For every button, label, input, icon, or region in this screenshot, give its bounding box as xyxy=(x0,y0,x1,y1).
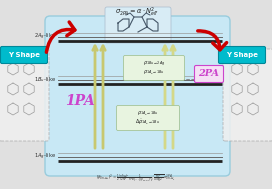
Text: $\rho_{1A_g\rightarrow 1Bu}$: $\rho_{1A_g\rightarrow 1Bu}$ xyxy=(143,69,165,77)
FancyArrowPatch shape xyxy=(47,22,75,52)
FancyBboxPatch shape xyxy=(218,46,265,64)
FancyArrowPatch shape xyxy=(198,31,227,50)
Text: $\rho_{1Bu\rightarrow 2Ag}$: $\rho_{1Bu\rightarrow 2Ag}$ xyxy=(143,59,165,69)
Text: Y Shape: Y Shape xyxy=(8,52,40,58)
Text: $|\beta_{0n,\omega_n}|^2 = \frac{1}{2}\frac{(n\hbar\omega)^2}{(2\pi)^2}\frac{1}{: $|\beta_{0n,\omega_n}|^2 = \frac{1}{2}\f… xyxy=(96,173,176,185)
FancyBboxPatch shape xyxy=(45,16,230,176)
FancyBboxPatch shape xyxy=(0,49,49,141)
Text: $\sigma_{2PA} = \alpha \cdot N_{eff}^{2}$: $\sigma_{2PA} = \alpha \cdot N_{eff}^{2}… xyxy=(115,6,159,19)
Text: $\Delta\tilde{\rho}_{1A_g\rightarrow 1Bu}$: $\Delta\tilde{\rho}_{1A_g\rightarrow 1Bu… xyxy=(135,118,161,127)
Text: 1PA: 1PA xyxy=(65,94,95,108)
FancyBboxPatch shape xyxy=(194,66,224,83)
Text: 1$A_g$-like: 1$A_g$-like xyxy=(34,152,56,162)
FancyBboxPatch shape xyxy=(223,49,272,141)
FancyBboxPatch shape xyxy=(116,105,180,130)
Text: Y Shape: Y Shape xyxy=(226,52,258,58)
FancyBboxPatch shape xyxy=(105,7,171,43)
FancyBboxPatch shape xyxy=(1,46,48,64)
Text: 2PA: 2PA xyxy=(199,70,220,78)
Text: 2$A_g$-like: 2$A_g$-like xyxy=(34,32,56,42)
Text: 1$B_u$-like: 1$B_u$-like xyxy=(34,76,56,84)
FancyBboxPatch shape xyxy=(123,56,184,81)
Text: $\rho_{1A_g\rightarrow 1Bu}$: $\rho_{1A_g\rightarrow 1Bu}$ xyxy=(137,110,159,118)
